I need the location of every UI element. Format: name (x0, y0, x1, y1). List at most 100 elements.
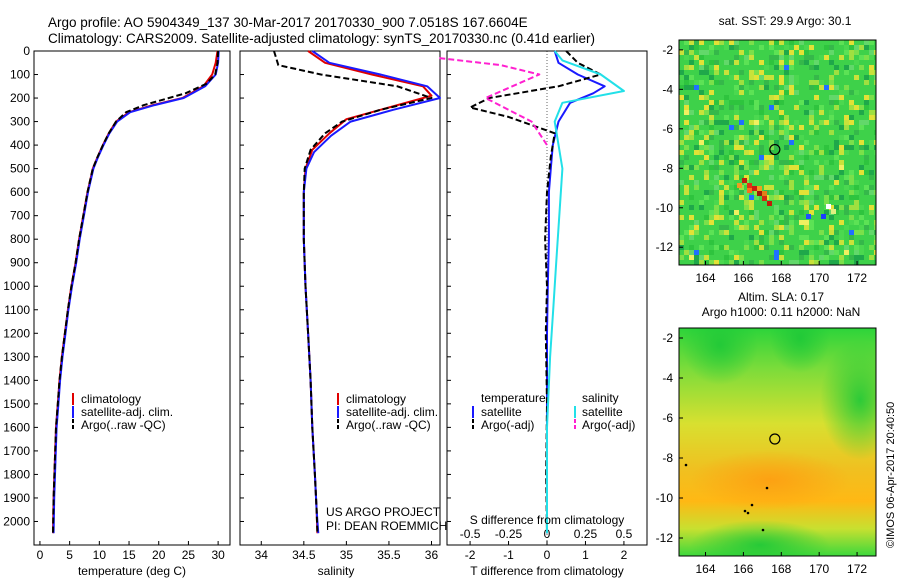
sst-cell (804, 225, 809, 230)
sst-cell (814, 245, 819, 250)
sst-cell (849, 235, 854, 240)
sst-cell (839, 145, 844, 150)
sst-special-cell (831, 209, 836, 214)
sst-cell (714, 215, 719, 220)
s-tick-label: 0.5 (616, 527, 633, 541)
sla-islands (684, 463, 769, 532)
sst-cell (774, 55, 779, 60)
sst-cell (774, 210, 779, 215)
sst-cell (719, 200, 724, 205)
sst-cell (754, 215, 759, 220)
sst-cell (764, 135, 769, 140)
sst-cell (754, 190, 759, 195)
sst-cell (774, 100, 779, 105)
sst-cell (739, 145, 744, 150)
sst-cell (819, 110, 824, 115)
sst-cell (864, 95, 869, 100)
sst-cell (799, 255, 804, 260)
sst-cell (839, 150, 844, 155)
sst-cell (729, 60, 734, 65)
sst-cell (684, 95, 689, 100)
map-y-tick-label: -12 (656, 240, 674, 254)
sst-cell (714, 70, 719, 75)
sst-cell (754, 170, 759, 175)
sst-cell (724, 230, 729, 235)
credit-project: US ARGO PROJECT (326, 505, 441, 519)
sst-cell (844, 180, 849, 185)
sst-cell (849, 180, 854, 185)
sst-cell (829, 45, 834, 50)
map-x-tick-label: 170 (809, 562, 829, 576)
sst-cells (679, 40, 876, 265)
sst-cell (814, 125, 819, 130)
sst-warm-cell (757, 186, 762, 191)
sst-cell (829, 110, 834, 115)
sst-cell (804, 205, 809, 210)
sst-cell (784, 135, 789, 140)
depth-tick-label: 1900 (3, 491, 30, 505)
sst-map-frame (678, 39, 877, 266)
sst-cell (779, 225, 784, 230)
sst-cell (819, 240, 824, 245)
imos-timestamp: ©IMOS 06-Apr-2017 20:40:50 (885, 402, 897, 548)
sst-cell (819, 105, 824, 110)
sst-cell (809, 260, 814, 265)
sst-cell (734, 90, 739, 95)
sst-cell (734, 260, 739, 265)
sst-cell (769, 195, 774, 200)
sst-cell (799, 135, 804, 140)
sst-cell (834, 85, 839, 90)
sst-cell (719, 170, 724, 175)
sst-cell (814, 95, 819, 100)
series-line (546, 50, 625, 534)
map-y-tick-label: -8 (662, 161, 673, 175)
sst-cell (809, 115, 814, 120)
sst-cell (849, 140, 854, 145)
sst-cell (729, 180, 734, 185)
sst-cell (874, 235, 876, 240)
sst-cell (789, 75, 794, 80)
sst-cell (759, 235, 764, 240)
sst-cell (709, 75, 714, 80)
sst-cell (869, 70, 874, 75)
sst-cell (834, 155, 839, 160)
sst-cell (874, 80, 876, 85)
sst-cell (684, 190, 689, 195)
sst-cell (809, 225, 814, 230)
sst-cell (709, 65, 714, 70)
sst-heatmap (679, 40, 876, 265)
sst-cell (714, 210, 719, 215)
sst-cell (699, 40, 704, 45)
sst-cell (764, 245, 769, 250)
sst-cell (854, 200, 859, 205)
sst-cell (749, 80, 754, 85)
sst-cell (774, 145, 779, 150)
sst-cell (744, 150, 749, 155)
sst-argo-marker (769, 143, 781, 156)
sst-cell (719, 80, 724, 85)
sst-cell (779, 55, 784, 60)
sst-cell (749, 210, 754, 215)
sst-cell (844, 145, 849, 150)
sst-cell (729, 235, 734, 240)
sst-cell (839, 90, 844, 95)
sst-cell (704, 145, 709, 150)
sst-cell (864, 145, 869, 150)
sst-cell (799, 145, 804, 150)
sst-cell (684, 155, 689, 160)
sst-cell (799, 220, 804, 225)
header-line-1: Argo profile: AO 5904349_137 30-Mar-2017… (48, 15, 528, 30)
sst-cell (804, 250, 809, 255)
sst-cell (849, 240, 854, 245)
sst-cell (864, 105, 869, 110)
sst-cell (804, 50, 809, 55)
depth-tick-label: 300 (10, 115, 30, 129)
sst-cell (719, 105, 724, 110)
sst-cell (829, 185, 834, 190)
sst-cell (694, 130, 699, 135)
sst-cell (714, 205, 719, 210)
sst-cell (734, 185, 739, 190)
sst-cell (784, 125, 789, 130)
sst-cell (854, 105, 859, 110)
sst-cell (784, 225, 789, 230)
